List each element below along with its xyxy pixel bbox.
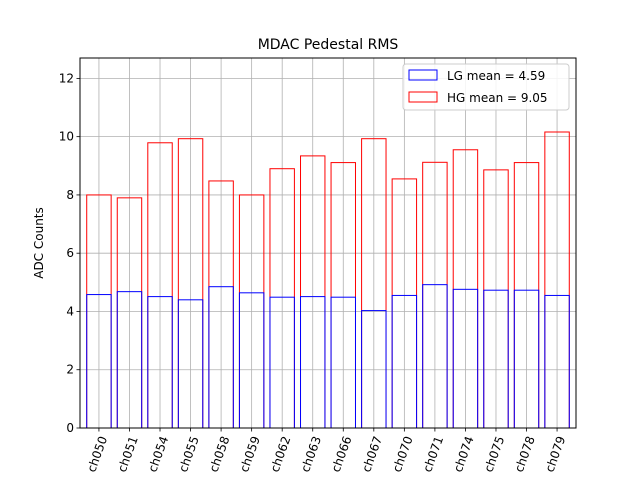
legend-swatch-hg: [408, 91, 438, 103]
plot-frame: [79, 57, 577, 429]
chart-title: MDAC Pedestal RMS: [258, 37, 399, 53]
legend-frame: [402, 63, 570, 111]
y-tick-label: 8: [66, 188, 74, 202]
y-tick-label: 2: [66, 363, 74, 377]
legend-swatch-lg: [408, 69, 438, 81]
legend-label-lg: LG mean = 4.59: [447, 69, 545, 83]
legend: LG mean = 4.59 HG mean = 9.05: [402, 63, 570, 111]
y-tick-label: 0: [66, 421, 74, 435]
y-axis-label: ADC Counts: [32, 207, 46, 279]
y-tick-label: 4: [66, 304, 74, 318]
y-tick-label: 12: [59, 71, 74, 85]
y-axis: 0 2 4 6 8 10 12: [59, 71, 80, 435]
grid-lines: [80, 58, 576, 429]
y-tick-label: 6: [66, 246, 74, 260]
legend-label-hg: HG mean = 9.05: [447, 91, 548, 105]
y-tick-label: 10: [59, 130, 74, 144]
